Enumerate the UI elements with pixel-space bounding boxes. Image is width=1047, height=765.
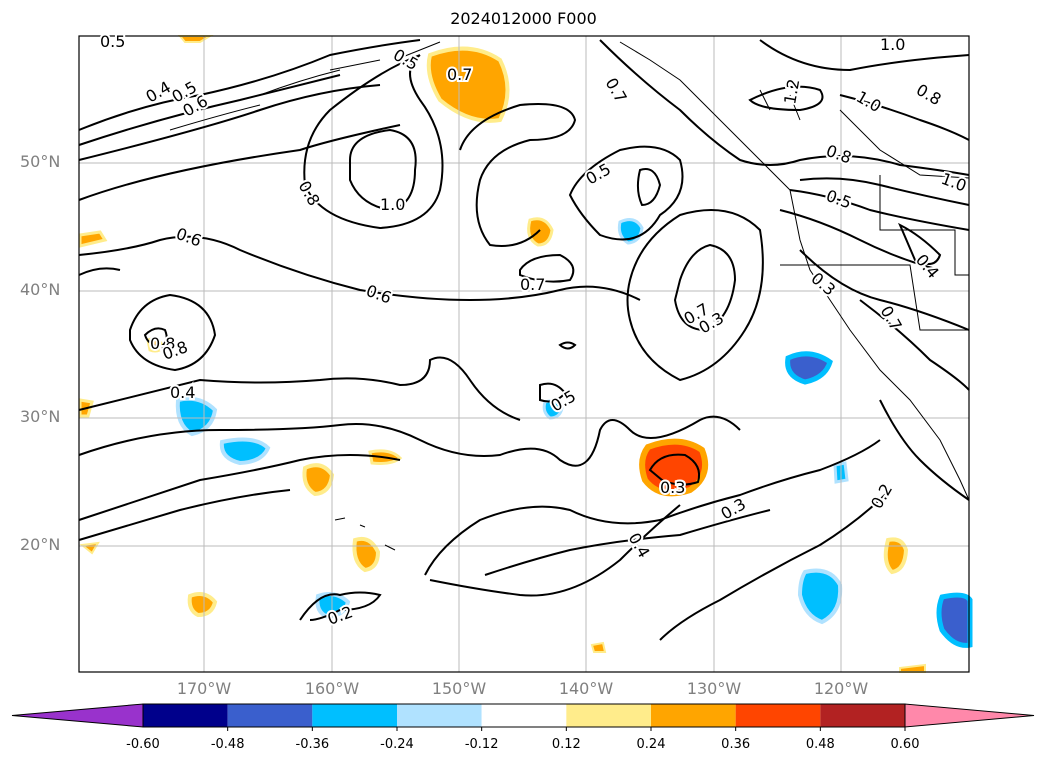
lon-label-170w: 170°W <box>176 679 232 698</box>
contour-label: 1.0 <box>853 87 885 116</box>
lon-label-140w: 140°W <box>558 679 614 698</box>
lon-label-120w: 120°W <box>813 679 869 698</box>
colorbar-tick-label: 0.60 <box>890 737 920 752</box>
contour-label: 0.4 <box>625 530 654 562</box>
lat-label-50n: 50°N <box>20 152 61 171</box>
contour-label: 0.6 <box>174 224 204 251</box>
map-frame <box>78 35 970 673</box>
colorbar-tick-label: -0.12 <box>464 737 499 752</box>
colorbar-segment <box>651 704 736 727</box>
contour-label: 0.7 <box>520 275 545 294</box>
coastlines <box>169 41 970 551</box>
colorbar-segment <box>227 704 313 727</box>
colorbar-tick-label: -0.36 <box>295 737 330 752</box>
contour-label: 1.2 <box>780 77 803 105</box>
contour-label: 1.0 <box>380 195 405 214</box>
colorbar-tick-label: 0.48 <box>805 737 835 752</box>
colorbar <box>11 703 1035 731</box>
colorbar-segment <box>820 704 905 727</box>
colorbar-segment <box>143 704 228 727</box>
map-title: 2024012000 F000 <box>450 9 597 28</box>
colorbar-tick-label: -0.48 <box>210 737 245 752</box>
lat-label-30n: 30°N <box>20 407 61 426</box>
colorbar-segment <box>397 704 482 727</box>
colorbar-tick-label: -0.24 <box>380 737 414 752</box>
contour-label: 0.4 <box>912 250 943 282</box>
colorbar-tick-label: 0.24 <box>636 737 666 752</box>
colorbar-outline <box>142 703 906 728</box>
colorbar-segment <box>735 704 821 727</box>
colorbar-tick-label: 0.12 <box>551 737 581 752</box>
contour-label: 0.3 <box>660 478 685 497</box>
colorbar-extend-high <box>904 703 1035 728</box>
contour-lines <box>78 39 970 641</box>
contour-label: 0.8 <box>150 334 175 353</box>
lon-label-130w: 130°W <box>686 679 742 698</box>
colorbar-tick-label: 0.36 <box>721 737 751 752</box>
colorbar-segment <box>566 704 651 727</box>
contour-label: 0.6 <box>364 281 394 308</box>
contour-label: 0.5 <box>390 45 422 74</box>
contour-label: 0.5 <box>100 32 125 51</box>
contour-label: 0.8 <box>913 80 945 109</box>
colorbar-segment <box>481 704 567 727</box>
lat-label-20n: 20°N <box>20 535 61 554</box>
contour-label: 0.7 <box>877 303 906 335</box>
shaded-anomalies <box>78 35 973 673</box>
contour-label: 0.5 <box>583 159 615 188</box>
contour-label: 0.7 <box>447 65 472 84</box>
colorbar-tick-label: -0.60 <box>126 737 160 752</box>
contour-label: 0.5 <box>824 186 854 213</box>
lat-label-40n: 40°N <box>20 280 61 299</box>
lon-label-160w: 160°W <box>304 679 360 698</box>
contour-label: 1.0 <box>880 35 905 54</box>
colorbar-extend-low <box>11 703 144 728</box>
lon-label-150w: 150°W <box>431 679 487 698</box>
colorbar-segment <box>312 704 397 727</box>
contour-label: 0.4 <box>170 383 195 402</box>
contour-label: 0.7 <box>602 75 631 107</box>
contour-labels: 0.5 0.5 0.4 0.5 0.6 0.7 0.7 1.0 1.2 1.0 0.8 0.8 1.0 0… <box>98 30 971 631</box>
contour-label: 1.0 <box>939 169 969 196</box>
